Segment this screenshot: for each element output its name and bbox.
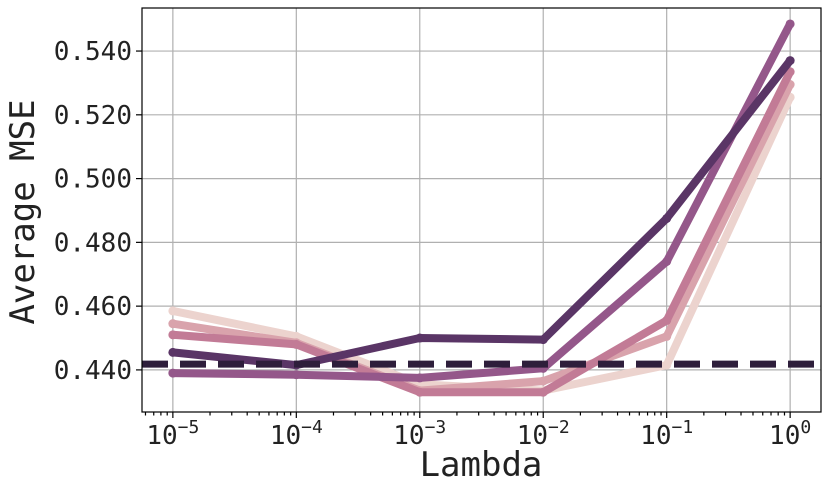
series-line-3 [168, 67, 795, 397]
series-1-point [662, 360, 672, 370]
series-3-point [662, 315, 672, 325]
series-4-point [291, 370, 301, 380]
series-5-point [415, 333, 425, 343]
x-tick-label: 10−4 [270, 417, 323, 451]
x-tick-label: 100 [769, 417, 811, 451]
series-line-4 [168, 19, 795, 382]
series-5-point [538, 335, 548, 345]
plot-frame [141, 7, 822, 413]
series-2-point [538, 376, 548, 386]
series-5-point [168, 347, 178, 357]
series-4-point [662, 256, 672, 266]
series-2-point [662, 331, 672, 341]
series-line-1 [168, 93, 795, 395]
x-tick-label: 10−5 [146, 417, 199, 451]
series-4-point [168, 368, 178, 378]
series-3-point [415, 387, 425, 397]
series-4-point [785, 19, 795, 29]
y-tick-label: 0.460 [54, 292, 132, 322]
series-2-point [168, 319, 178, 329]
series-3-point [538, 387, 548, 397]
series-3-point [168, 330, 178, 340]
y-axis-title: Average MSE [3, 99, 43, 324]
y-tick-label: 0.520 [54, 101, 132, 131]
y-axis-ticks: 0.440 0.460 0.480 0.500 0.520 0.540 [54, 37, 142, 386]
y-tick-label: 0.540 [54, 37, 132, 67]
x-tick-label: 10−2 [517, 417, 570, 451]
x-axis-ticks: 10−5 10−4 10−3 10−2 10−1 100 [144, 412, 811, 451]
x-axis-title: Lambda [420, 445, 543, 485]
y-tick-label: 0.480 [54, 228, 132, 258]
series-3-point [291, 339, 301, 349]
series-layer [168, 19, 795, 397]
series-5-point [662, 213, 672, 223]
x-tick-label: 10−1 [640, 417, 693, 451]
y-tick-label: 0.440 [54, 356, 132, 386]
x-tick-label: 10−3 [393, 417, 446, 451]
series-5-point [785, 56, 795, 66]
series-line-5 [168, 56, 795, 370]
series-1-point [168, 306, 178, 316]
series-4-point [415, 373, 425, 383]
y-tick-label: 0.500 [54, 165, 132, 195]
